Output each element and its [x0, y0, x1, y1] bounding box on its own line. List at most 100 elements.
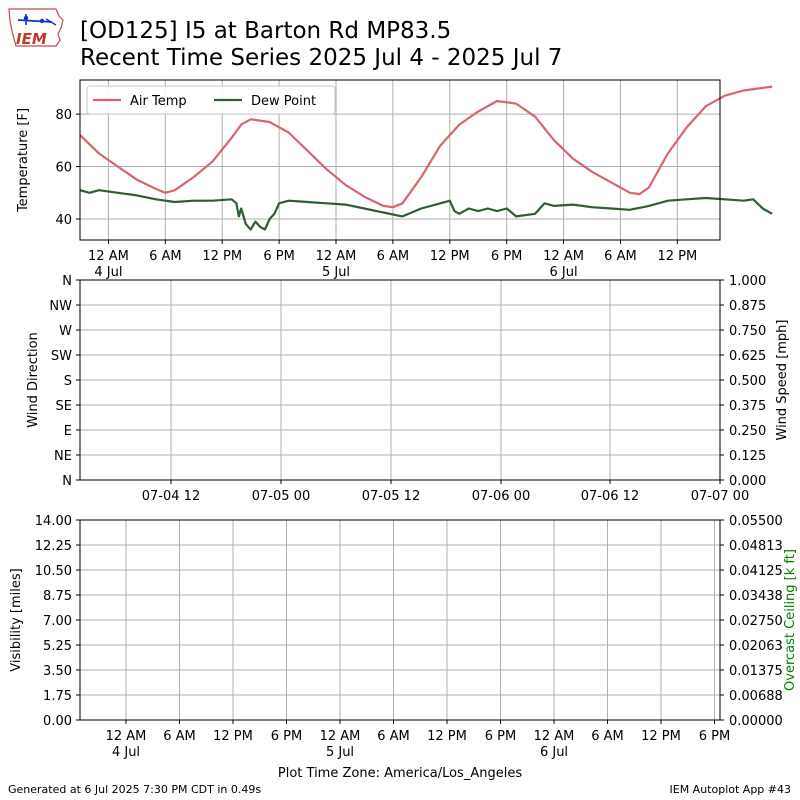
x-tick-label: 6 AM: [163, 729, 196, 744]
x-tick-label: 12 PM: [641, 729, 681, 744]
y-tick-label: SW: [51, 349, 72, 364]
x-tick-label: 6 AM: [149, 249, 182, 264]
y-axis-label: Temperature [F]: [16, 108, 31, 213]
x-tick-label: 12 PM: [202, 249, 242, 264]
y-tick-label: S: [64, 374, 72, 389]
y-tick-label: 3.50: [43, 664, 72, 679]
y2-axis-label: Overcast Ceiling [k ft]: [783, 549, 798, 691]
x-tick-label: 12 PM: [213, 729, 253, 744]
y2-tick-label: 0.125: [729, 449, 766, 464]
y2-tick-label: 0.00688: [729, 689, 783, 704]
generated-timestamp: Generated at 6 Jul 2025 7:30 PM CDT in 0…: [8, 783, 262, 796]
x-tick-label: 07-06 00: [472, 489, 530, 504]
y-tick-label: NE: [54, 449, 72, 464]
logo-text: IEM: [16, 30, 47, 48]
x-tick-label: 6 PM: [271, 729, 302, 744]
x-tick-sublabel: 4 Jul: [94, 265, 122, 280]
y-axis-label: Wind Direction: [26, 332, 41, 428]
wind-plot-frame: [79, 279, 721, 481]
y-tick-label: 60: [55, 161, 72, 176]
y2-tick-label: 0.01375: [729, 664, 783, 679]
y2-tick-label: 0.02063: [729, 639, 783, 654]
x-tick-label: 6 AM: [604, 249, 637, 264]
y2-tick-label: 0.750: [729, 324, 766, 339]
y-tick-label: 10.50: [35, 564, 72, 579]
air-temp-line: [79, 85, 773, 209]
x-tick-sublabel: 5 Jul: [322, 265, 350, 280]
app-label: IEM Autoplot App #43: [669, 783, 792, 796]
y-tick-label: 14.00: [35, 514, 72, 529]
x-tick-sublabel: 4 Jul: [112, 745, 140, 760]
y-tick-label: 7.00: [43, 614, 72, 629]
x-tick-label: 6 PM: [263, 249, 294, 264]
x-tick-label: 07-07 00: [691, 489, 749, 504]
x-tick-label: 12 AM: [88, 249, 129, 264]
y-tick-label: E: [64, 424, 72, 439]
x-tick-label: 12 AM: [534, 729, 575, 744]
wind-panel: N NE E SE S SW W NW N 0.000 0.125 0.250 0.375 0.500 0.…: [26, 274, 790, 504]
x-tick-label: 6 PM: [491, 249, 522, 264]
chart-title-line2: Recent Time Series 2025 Jul 4 - 2025 Jul…: [80, 45, 563, 71]
y2-axis-label: Wind Speed [mph]: [775, 320, 790, 441]
y2-tick-label: 0.03438: [729, 589, 783, 604]
x-tick-label: 12 PM: [427, 729, 467, 744]
y2-tick-label: 0.05500: [729, 514, 783, 529]
x-tick-label: 07-06 12: [581, 489, 639, 504]
y2-tick-label: 0.04125: [729, 564, 783, 579]
dew-point-line: [79, 189, 773, 231]
y2-tick-label: 0.625: [729, 349, 766, 364]
y2-tick-label: 0.000: [729, 474, 766, 489]
y-tick-label: 1.75: [43, 689, 72, 704]
x-tick-label: 07-05 00: [252, 489, 310, 504]
y-axis-label: Visibility [miles]: [9, 568, 24, 671]
legend-entry: Air Temp: [130, 94, 187, 109]
x-tick-label: 12 AM: [316, 249, 357, 264]
x-tick-label: 12 AM: [320, 729, 361, 744]
x-axis-label: Plot Time Zone: America/Los_Angeles: [278, 766, 522, 781]
y2-tick-label: 1.000: [729, 274, 766, 289]
x-tick-label: 12 AM: [543, 249, 584, 264]
y2-tick-label: 0.375: [729, 399, 766, 414]
y-tick-label: N: [62, 274, 72, 289]
y-tick-label: 0.00: [43, 714, 72, 729]
y-tick-label: 40: [55, 213, 72, 228]
x-tick-label: 07-04 12: [142, 489, 200, 504]
x-tick-label: 6 PM: [699, 729, 730, 744]
iem-logo: IEM: [6, 6, 66, 50]
legend-box: [86, 85, 336, 115]
y-tick-label: 80: [55, 108, 72, 123]
x-tick-label: 6 AM: [377, 249, 410, 264]
iowa-state-logo-icon: IEM: [8, 8, 64, 48]
chart-title-line1: [OD125] I5 at Barton Rd MP83.5: [80, 18, 452, 44]
x-tick-label: 6 AM: [377, 729, 410, 744]
y2-tick-label: 0.875: [729, 299, 766, 314]
x-tick-label: 6 AM: [591, 729, 624, 744]
x-tick-label: 12 PM: [657, 249, 697, 264]
y-tick-label: 8.75: [43, 589, 72, 604]
y2-tick-label: 0.04813: [729, 539, 783, 554]
y-tick-label: N: [62, 474, 72, 489]
y-tick-label: NW: [49, 299, 72, 314]
x-tick-sublabel: 6 Jul: [550, 265, 578, 280]
x-tick-label: 12 PM: [430, 249, 470, 264]
y2-tick-label: 0.02750: [729, 614, 783, 629]
y-tick-label: 5.25: [43, 639, 72, 654]
y-tick-label: W: [59, 324, 72, 339]
visibility-plot-frame: [79, 519, 721, 721]
y2-tick-label: 0.250: [729, 424, 766, 439]
x-tick-label: 6 PM: [485, 729, 516, 744]
x-tick-sublabel: 5 Jul: [326, 745, 354, 760]
legend-entry: Dew Point: [251, 94, 316, 109]
y2-tick-label: 0.500: [729, 374, 766, 389]
x-tick-sublabel: 6 Jul: [540, 745, 568, 760]
visibility-panel: 0.00 1.75 3.50 5.25 7.00 8.75 10.50 12.25 14.00 0…: [9, 514, 798, 781]
y2-tick-label: 0.00000: [729, 714, 783, 729]
y-tick-label: 12.25: [35, 539, 72, 554]
legend: Air Temp Dew Point: [86, 85, 336, 115]
temperature-plot-frame: [79, 79, 721, 241]
x-tick-label: 12 AM: [106, 729, 147, 744]
y-tick-label: SE: [56, 399, 72, 414]
x-tick-label: 07-05 12: [362, 489, 420, 504]
